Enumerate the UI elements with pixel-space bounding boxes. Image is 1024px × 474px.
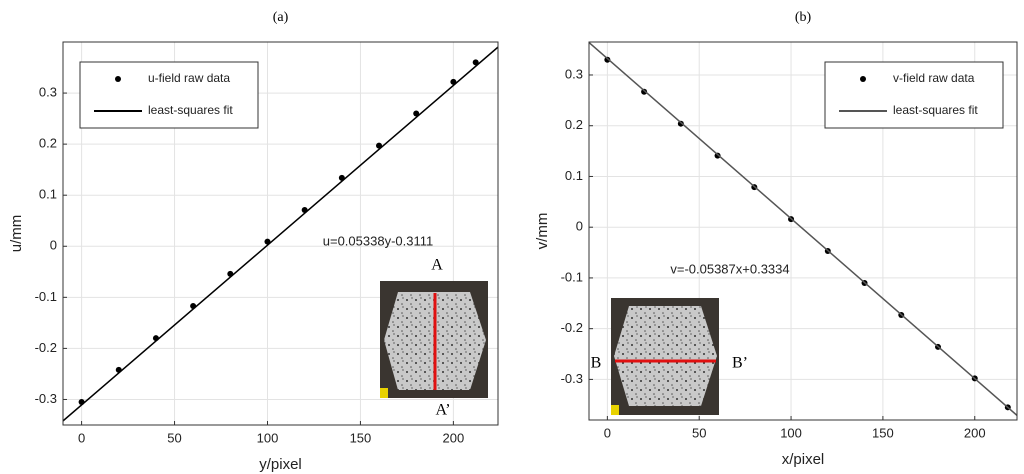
legend-box [824,61,1004,129]
axes-box [62,41,499,426]
y-tick-label: 0.1 [565,168,583,183]
x-tick-label: 50 [692,425,706,440]
data-point [472,59,479,66]
panel-title: (a) [273,10,289,25]
x-tick-label: 200 [964,425,986,440]
legend-box [79,61,259,129]
legend-label: v-field raw data [893,71,975,85]
fit-line [63,46,498,422]
y-tick-label: 0 [576,219,583,234]
axes-box [588,41,1018,421]
legend-label: least-squares fit [893,103,978,117]
inset-label: B’ [732,355,748,372]
inset-photo [380,281,488,398]
data-point [413,110,420,117]
x-tick-label: 0 [78,430,85,445]
y-axis-label: v/mm [534,213,551,250]
x-tick-label: 150 [872,425,894,440]
y-tick-label: 0.3 [39,85,57,100]
legend-marker [860,76,866,82]
y-tick-label: -0.1 [35,289,57,304]
inset-label: B [591,355,602,372]
x-tick-label: 50 [167,430,181,445]
inset-label: A [431,257,443,274]
y-axis-label: u/mm [8,215,25,253]
x-tick-label: 200 [443,430,465,445]
legend-label: u-field raw data [148,71,230,85]
legend-label: least-squares fit [148,103,233,117]
data-point [604,56,611,63]
y-tick-label: -0.3 [35,391,57,406]
y-tick-label: 0.2 [565,117,583,132]
y-tick-label: -0.1 [561,269,583,284]
y-tick-label: -0.2 [561,320,583,335]
x-tick-label: 0 [604,425,611,440]
annotation: u=0.05338y-0.3111 [323,233,433,248]
x-tick-label: 150 [350,430,372,445]
y-tick-label: -0.3 [561,371,583,386]
fit-line [589,42,1017,416]
annotation: v=-0.05387x+0.3334 [670,261,789,276]
inset-photo [611,298,719,415]
data-point [641,88,648,95]
y-tick-label: 0.1 [39,187,57,202]
y-tick-label: -0.2 [35,340,57,355]
x-tick-label: 100 [780,425,802,440]
x-tick-label: 100 [257,430,279,445]
x-axis-label: y/pixel [259,456,302,473]
x-axis-label: x/pixel [782,451,825,468]
y-tick-label: 0.2 [39,136,57,151]
y-tick-label: 0 [50,238,57,253]
y-tick-label: 0.3 [565,66,583,81]
panel-title: (b) [795,10,812,25]
inset-label: A’ [435,402,450,419]
legend-marker [115,76,121,82]
